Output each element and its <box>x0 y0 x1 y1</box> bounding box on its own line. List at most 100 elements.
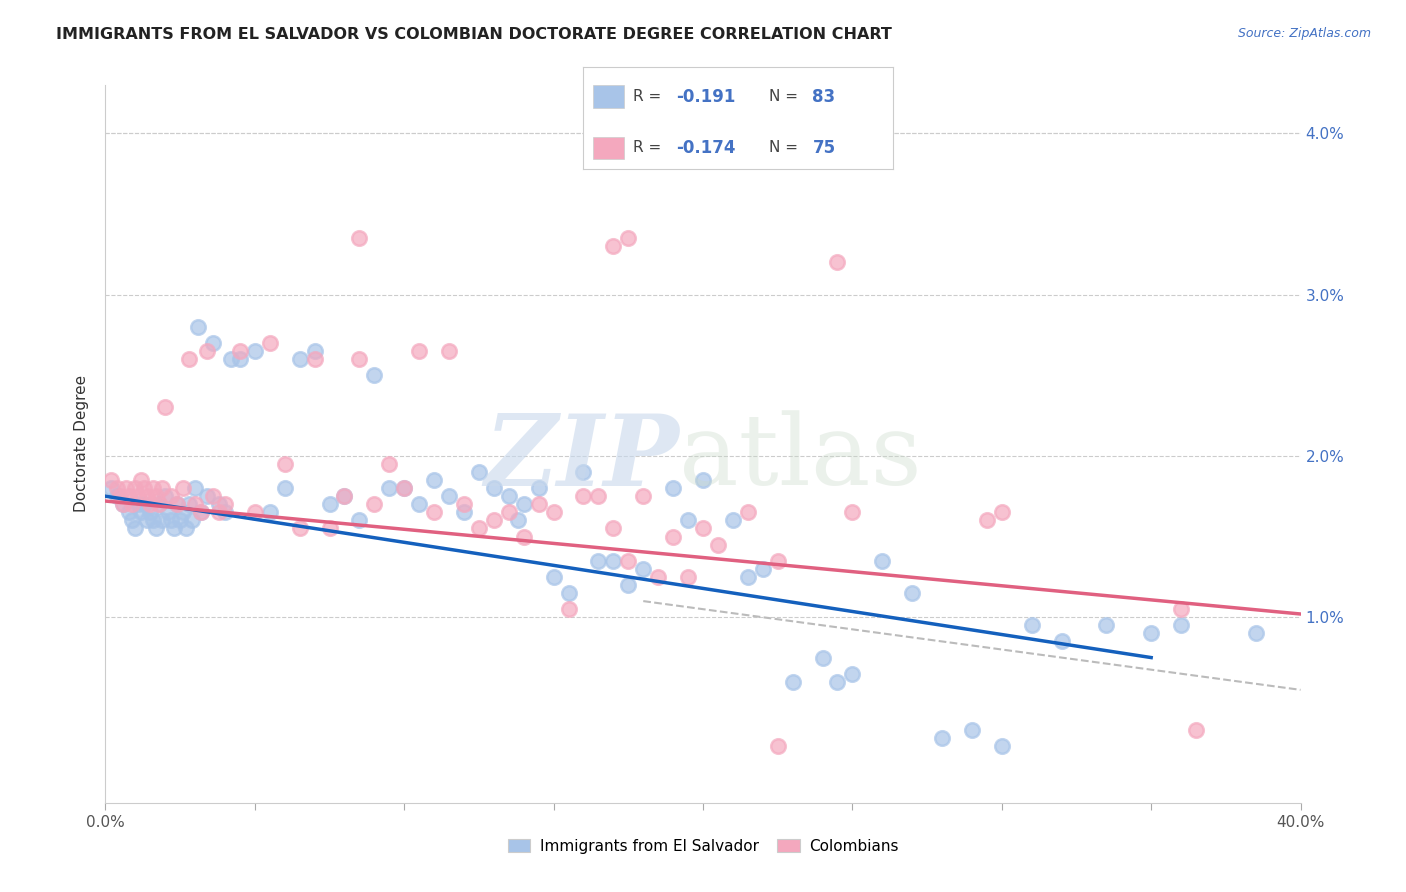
Point <box>557 586 579 600</box>
Text: R =: R = <box>633 89 666 104</box>
Point <box>124 521 146 535</box>
Point <box>468 465 491 479</box>
Point <box>931 731 953 746</box>
Point <box>363 368 385 383</box>
Point <box>243 505 266 519</box>
Point <box>174 521 197 535</box>
Point <box>423 473 446 487</box>
Point <box>148 497 170 511</box>
Point <box>129 505 153 519</box>
Point <box>782 674 804 689</box>
Point <box>153 489 177 503</box>
Point <box>737 570 759 584</box>
Point <box>190 505 212 519</box>
Point <box>139 497 162 511</box>
Point <box>707 538 730 552</box>
Point <box>208 505 231 519</box>
Point <box>721 513 744 527</box>
Point <box>184 481 207 495</box>
Point <box>588 554 610 568</box>
Point <box>181 513 204 527</box>
Point <box>647 570 669 584</box>
Point <box>349 231 371 245</box>
Y-axis label: Doctorate Degree: Doctorate Degree <box>75 376 90 512</box>
Point <box>811 650 834 665</box>
Point <box>513 530 536 544</box>
Point <box>118 505 141 519</box>
Point <box>214 505 236 519</box>
Text: Source: ZipAtlas.com: Source: ZipAtlas.com <box>1237 27 1371 40</box>
Point <box>349 352 371 367</box>
Point <box>304 352 326 367</box>
Point <box>318 521 340 535</box>
Text: 75: 75 <box>813 139 835 157</box>
Point <box>378 481 401 495</box>
Point <box>134 481 156 495</box>
Text: N =: N = <box>769 140 803 155</box>
Point <box>229 352 252 367</box>
Point <box>633 489 655 503</box>
Point <box>195 343 218 358</box>
Point <box>766 554 789 568</box>
Point <box>124 481 146 495</box>
Point <box>243 343 266 358</box>
Point <box>304 343 326 358</box>
Point <box>160 513 183 527</box>
Point <box>121 497 143 511</box>
Point <box>142 481 165 495</box>
Point <box>150 481 173 495</box>
Point <box>184 497 207 511</box>
Point <box>543 505 565 519</box>
Point <box>219 352 242 367</box>
Point <box>1140 626 1163 640</box>
Point <box>349 513 371 527</box>
Point <box>437 343 460 358</box>
Point <box>676 513 699 527</box>
Point <box>160 489 183 503</box>
Point <box>841 666 863 681</box>
Point <box>318 497 340 511</box>
Point <box>142 513 165 527</box>
Point <box>259 335 281 350</box>
Point <box>506 513 529 527</box>
Point <box>633 562 655 576</box>
Point <box>134 497 156 511</box>
FancyBboxPatch shape <box>593 86 624 108</box>
Point <box>100 481 122 495</box>
Point <box>990 505 1012 519</box>
Point <box>157 505 180 519</box>
Point <box>841 505 863 519</box>
Point <box>214 497 236 511</box>
Point <box>1185 723 1208 738</box>
Point <box>208 497 231 511</box>
Point <box>288 521 311 535</box>
Text: N =: N = <box>769 89 803 104</box>
Point <box>676 570 699 584</box>
Point <box>112 497 135 511</box>
Point <box>229 343 252 358</box>
Point <box>273 481 295 495</box>
Point <box>527 481 550 495</box>
Point <box>148 497 170 511</box>
Point <box>827 255 849 269</box>
FancyBboxPatch shape <box>593 136 624 159</box>
Point <box>408 497 430 511</box>
Point <box>602 521 624 535</box>
Point <box>145 521 167 535</box>
Point <box>333 489 356 503</box>
Point <box>392 481 416 495</box>
Point <box>166 497 188 511</box>
Point <box>498 505 520 519</box>
Point <box>1244 626 1267 640</box>
Point <box>1095 618 1118 632</box>
Point <box>195 489 218 503</box>
Point <box>136 489 159 503</box>
Point <box>273 457 295 471</box>
Point <box>692 473 714 487</box>
Point <box>127 489 149 503</box>
Text: -0.191: -0.191 <box>676 87 735 105</box>
Point <box>129 473 153 487</box>
Point <box>378 457 401 471</box>
Point <box>288 352 311 367</box>
Point <box>107 481 129 495</box>
